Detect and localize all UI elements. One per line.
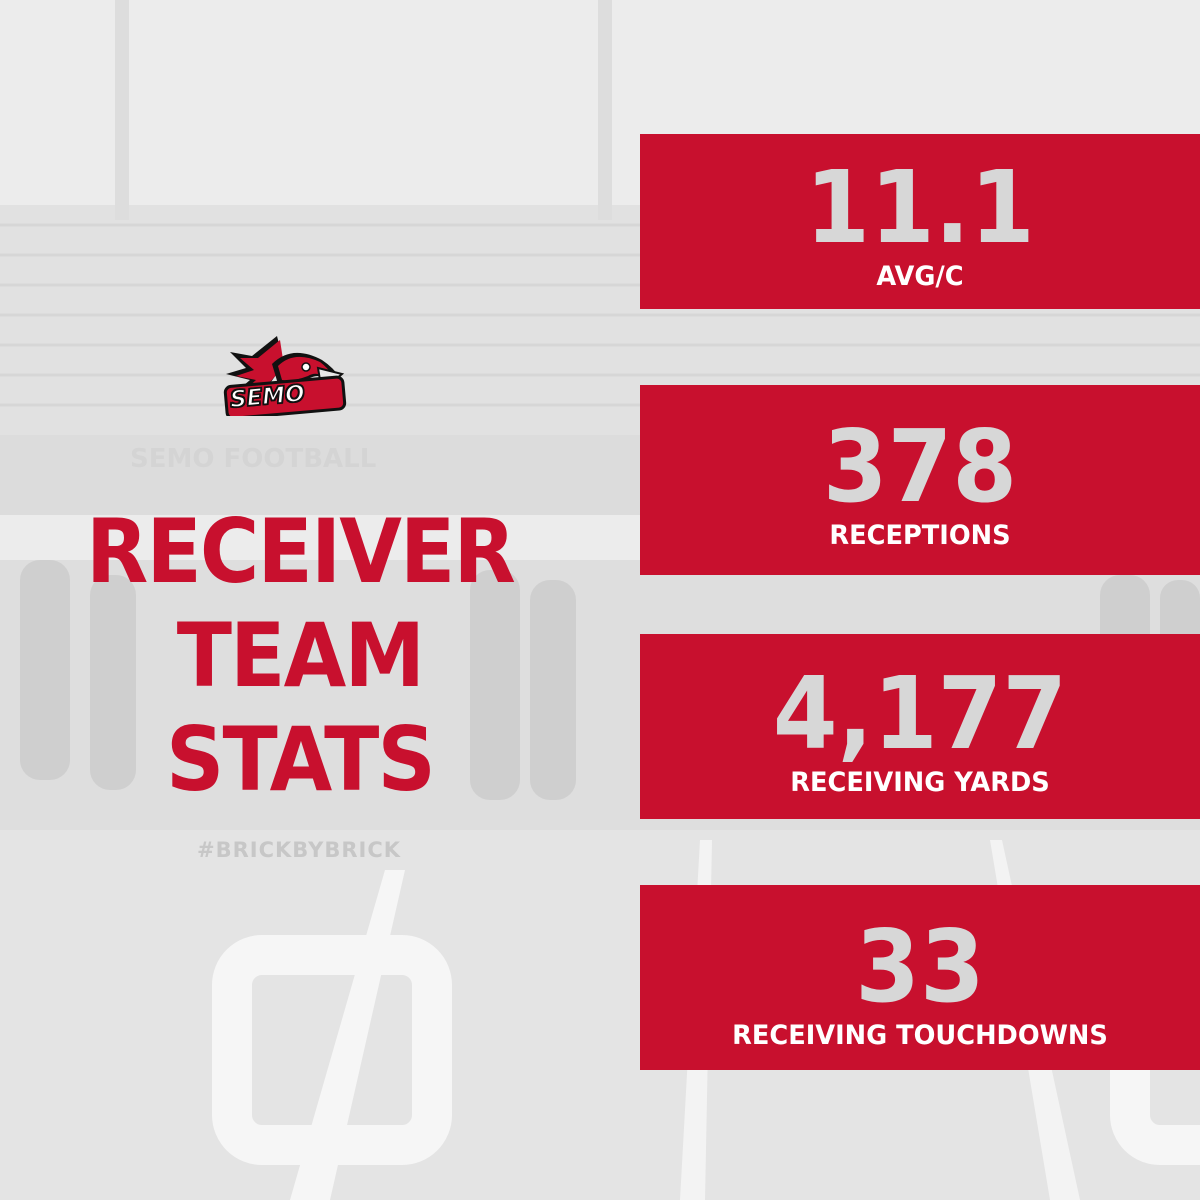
stat-card-touchdowns: 33 RECEIVING TOUCHDOWNS [640,885,1200,1070]
stat-label: RECEIVING YARDS [790,767,1050,798]
semo-football-watermark: SEMO FOOTBALL [130,444,377,474]
stat-value: 4,177 [772,655,1068,772]
title-line-1: RECEIVER [85,500,516,603]
hashtag: #BRICKBYBRICK [197,838,402,862]
semo-logo: SEMO [222,334,362,416]
stat-value: 378 [822,408,1018,525]
title-line-3: STATS [166,708,436,811]
stat-label: RECEIVING TOUCHDOWNS [732,1020,1108,1051]
stat-label: AVG/C [876,261,964,292]
stat-card-receptions: 378 RECEPTIONS [640,385,1200,575]
stat-value: 33 [855,908,985,1025]
stat-card-avg: 11.1 AVG/C [640,134,1200,309]
stat-card-yards: 4,177 RECEIVING YARDS [640,634,1200,819]
stat-label: RECEPTIONS [829,520,1011,551]
stat-value: 11.1 [805,149,1035,266]
title-line-2: TEAM [176,604,425,707]
redhawk-icon [223,336,347,416]
page-title: RECEIVER TEAM STATS [0,500,600,812]
